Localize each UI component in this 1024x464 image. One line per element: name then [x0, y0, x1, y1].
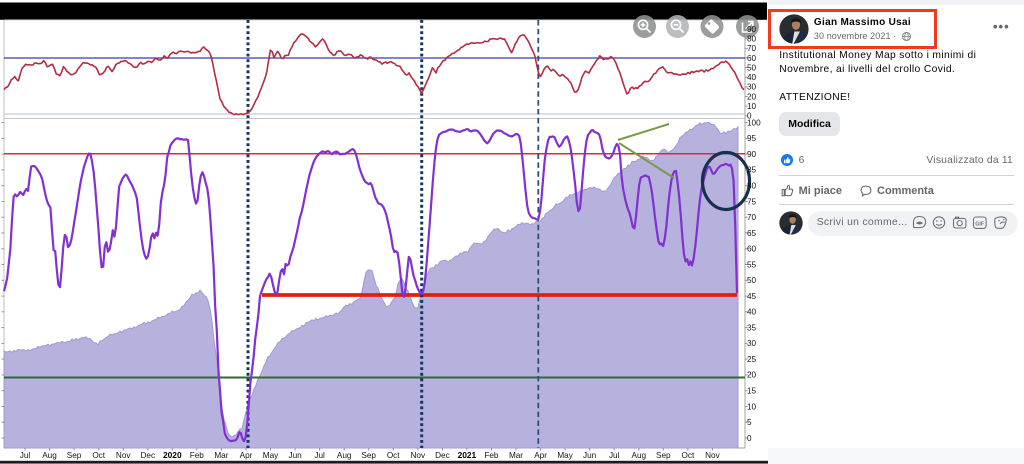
svg-text:May: May	[263, 451, 279, 460]
svg-text:20: 20	[747, 371, 757, 380]
svg-text:Oct: Oct	[92, 451, 105, 460]
svg-text:Jun: Jun	[583, 451, 597, 460]
svg-text:2020: 2020	[163, 450, 182, 460]
svg-text:2021: 2021	[458, 450, 477, 460]
svg-text:Nov: Nov	[705, 451, 720, 460]
svg-text:Sep: Sep	[67, 451, 82, 460]
svg-text:Jul: Jul	[314, 451, 325, 460]
svg-text:30: 30	[747, 339, 757, 348]
svg-text:Mar: Mar	[509, 451, 523, 460]
svg-text:70: 70	[747, 213, 757, 222]
svg-text:0: 0	[747, 434, 752, 443]
svg-text:55: 55	[747, 260, 757, 269]
svg-text:60: 60	[747, 245, 757, 254]
svg-text:Dec: Dec	[435, 451, 450, 460]
svg-text:Aug: Aug	[632, 451, 647, 460]
svg-text:Nov: Nov	[411, 451, 426, 460]
svg-text:Apr: Apr	[534, 451, 547, 460]
svg-text:90: 90	[747, 25, 757, 34]
svg-text:Dec: Dec	[141, 451, 156, 460]
svg-text:90: 90	[747, 150, 757, 159]
svg-text:Jul: Jul	[609, 451, 620, 460]
svg-text:75: 75	[747, 197, 757, 206]
svg-text:20: 20	[747, 92, 757, 101]
svg-text:Oct: Oct	[682, 451, 695, 460]
svg-text:35: 35	[747, 323, 757, 332]
svg-text:80: 80	[747, 35, 757, 44]
svg-text:Feb: Feb	[484, 451, 499, 460]
svg-text:Jun: Jun	[288, 451, 302, 460]
svg-text:100: 100	[747, 118, 761, 127]
svg-text:Jul: Jul	[20, 451, 31, 460]
svg-text:GIF: GIF	[975, 222, 985, 228]
svg-text:50: 50	[747, 276, 757, 285]
svg-text:0: 0	[747, 112, 752, 121]
svg-text:95: 95	[747, 134, 757, 143]
svg-text:Aug: Aug	[337, 451, 352, 460]
svg-text:10: 10	[747, 102, 757, 111]
svg-text:Sep: Sep	[656, 451, 671, 460]
svg-text:25: 25	[747, 355, 757, 364]
svg-text:15: 15	[747, 387, 757, 396]
svg-text:85: 85	[747, 166, 757, 175]
svg-text:45: 45	[747, 292, 757, 301]
svg-text:60: 60	[747, 54, 757, 63]
svg-text:Apr: Apr	[240, 451, 253, 460]
svg-text:Feb: Feb	[190, 451, 205, 460]
svg-text:Sep: Sep	[361, 451, 376, 460]
svg-text:Nov: Nov	[116, 451, 131, 460]
svg-text:May: May	[557, 451, 573, 460]
svg-text:70: 70	[747, 44, 757, 53]
svg-text:50: 50	[747, 64, 757, 73]
svg-text:80: 80	[747, 182, 757, 191]
svg-text:5: 5	[747, 418, 752, 427]
svg-text:40: 40	[747, 308, 757, 317]
svg-text:30: 30	[747, 83, 757, 92]
svg-text:Aug: Aug	[42, 451, 57, 460]
svg-text:Oct: Oct	[387, 451, 400, 460]
svg-text:10: 10	[747, 402, 757, 411]
svg-text:65: 65	[747, 229, 757, 238]
svg-text:Mar: Mar	[214, 451, 228, 460]
svg-text:40: 40	[747, 73, 757, 82]
